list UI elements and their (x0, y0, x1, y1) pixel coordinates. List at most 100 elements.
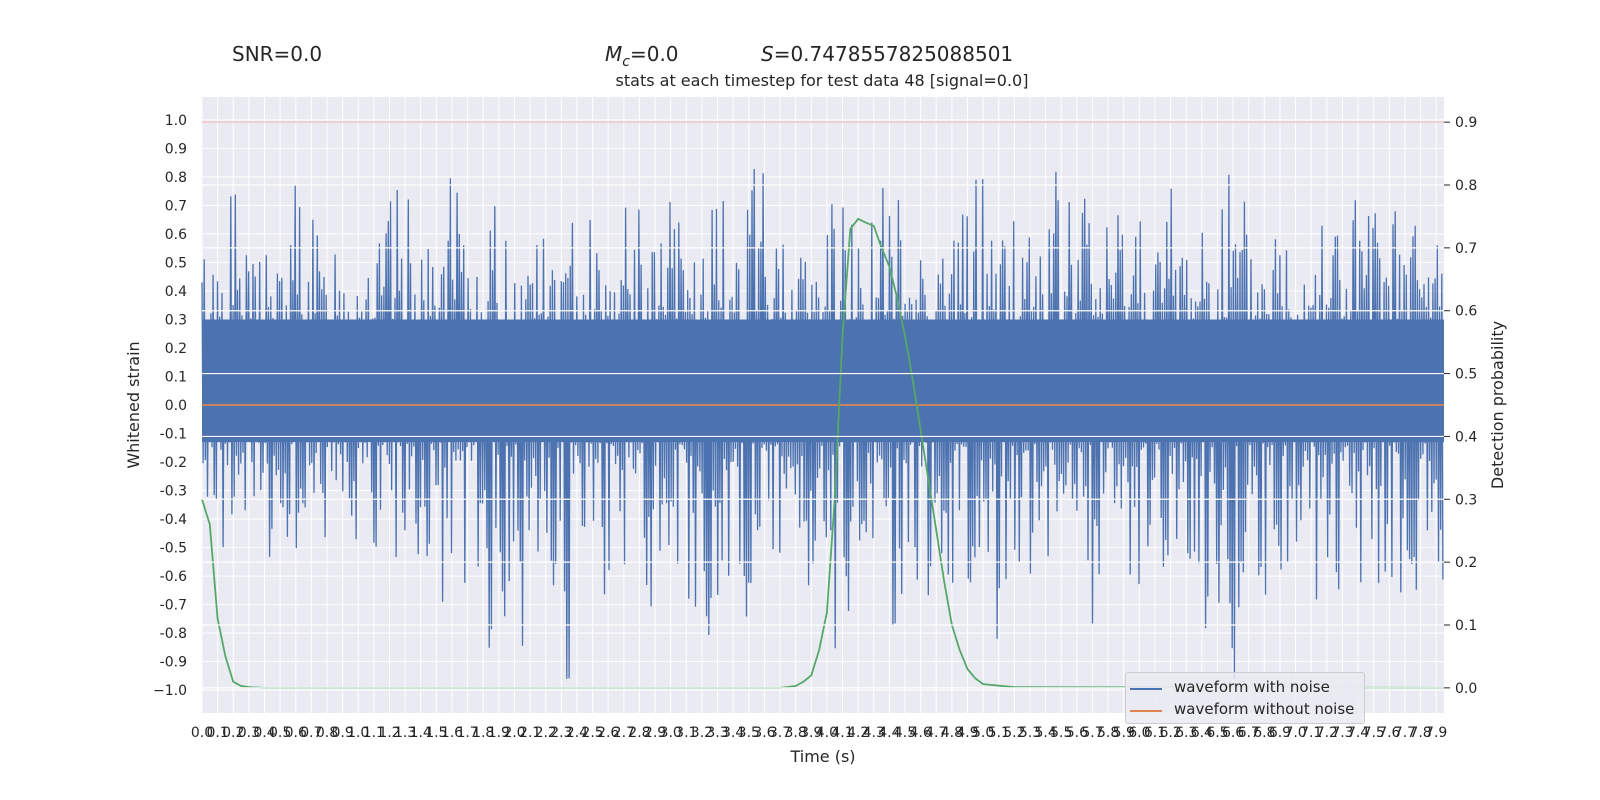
x-tick-label: 2.9 (644, 725, 666, 741)
x-axis-label: Time (s) (789, 747, 855, 766)
x-tick-label: 5.0 (972, 725, 994, 741)
x-tick-label: 7.4 (1347, 725, 1369, 741)
x-tick-label: 0.6 (285, 725, 307, 741)
y-left-tick-label: −1.0 (153, 683, 187, 699)
y-left-tick-label: -0.7 (160, 598, 187, 614)
x-tick-label: 4.0 (816, 725, 838, 741)
chirp-mass-value: =0.0 (629, 42, 679, 66)
x-tick-label: 3.4 (722, 725, 744, 741)
x-tick-label: 1.7 (456, 725, 478, 741)
waveform-with-noise-series (201, 168, 1444, 680)
x-tick-label: 6.4 (1191, 725, 1213, 741)
x-tick-label: 2.5 (581, 725, 603, 741)
y-axis-label-left: Whitened strain (124, 341, 143, 468)
y-left-tick-label: 0.1 (165, 369, 187, 385)
y-left-tick-label: 0.5 (165, 255, 187, 271)
x-tick-label: 5.2 (1003, 725, 1025, 741)
chirp-mass-symbol: M (605, 42, 623, 66)
x-tick-label: 2.3 (550, 725, 572, 741)
x-tick-label: 2.0 (503, 725, 525, 741)
y-left-tick-label: 0.9 (165, 141, 187, 157)
x-tick-label: 6.0 (1128, 725, 1150, 741)
x-tick-label: 3.7 (769, 725, 791, 741)
right-axis-grid (202, 121, 1444, 689)
y-left-tick-label: 0.0 (165, 398, 187, 414)
x-tick-label: 3.0 (660, 725, 682, 741)
x-tick-label: 6.7 (1238, 725, 1260, 741)
x-tick-label: 0.8 (316, 725, 338, 741)
y-right-tick-label: 0.3 (1455, 492, 1477, 508)
x-tick-label: 2.6 (597, 725, 619, 741)
x-tick-label: 5.9 (1113, 725, 1135, 741)
x-tick-label: 7.7 (1394, 725, 1416, 741)
x-tick-label: 0.3 (238, 725, 260, 741)
x-tick-label: 6.5 (1206, 725, 1228, 741)
x-tick-label: 4.2 (847, 725, 869, 741)
x-tick-label: 4.1 (831, 725, 853, 741)
legend: waveform with noise waveform without noi… (1125, 672, 1365, 724)
snr-label: SNR=0.0 (232, 42, 323, 66)
x-tick-label: 5.8 (1097, 725, 1119, 741)
x-tick-label: 7.0 (1284, 725, 1306, 741)
x-tick-label: 6.1 (1144, 725, 1166, 741)
score-symbol: S (761, 42, 774, 66)
x-tick-label: 6.8 (1253, 725, 1275, 741)
y-left-tick-label: -0.1 (160, 427, 187, 443)
x-tick-label: 7.5 (1363, 725, 1385, 741)
x-tick-label: 3.2 (691, 725, 713, 741)
y-left-tick-label: 0.2 (165, 341, 187, 357)
y-right-tick-label: 0.0 (1455, 681, 1477, 697)
y-left-tick-label: 0.7 (165, 198, 187, 214)
x-tick-label: 0.2 (222, 725, 244, 741)
x-tick-label: 5.7 (1081, 725, 1103, 741)
x-tick-label: 4.5 (894, 725, 916, 741)
x-tick-label: 3.9 (800, 725, 822, 741)
y-axis-label-right: Detection probability (1488, 321, 1507, 489)
y-right-tick-label: 0.6 (1455, 304, 1477, 320)
x-tick-label: 0.5 (269, 725, 291, 741)
legend-label-without-noise: waveform without noise (1174, 700, 1355, 718)
x-tick-label: 1.4 (410, 725, 432, 741)
x-tick-label: 2.4 (566, 725, 588, 741)
y-right-tick-label: 0.7 (1455, 241, 1477, 257)
x-tick-label: 1.6 (441, 725, 463, 741)
y-left-tick-label: -0.8 (160, 626, 187, 642)
x-tick-label: 4.7 (925, 725, 947, 741)
legend-label-with-noise: waveform with noise (1174, 678, 1330, 696)
x-tick-label: 7.2 (1316, 725, 1338, 741)
x-tick-label: 1.8 (472, 725, 494, 741)
noise-band (202, 319, 1444, 443)
x-tick-label: 4.9 (956, 725, 978, 741)
x-tick-label: 3.8 (785, 725, 807, 741)
x-tick-label: 7.1 (1300, 725, 1322, 741)
y-left-tick-label: 1.0 (165, 113, 187, 129)
x-tick-label: 6.9 (1269, 725, 1291, 741)
y-left-tick-label: -0.9 (160, 655, 187, 671)
x-tick-label: 0.9 (331, 725, 353, 741)
x-tick-label: 3.6 (753, 725, 775, 741)
x-tick-label: 7.6 (1378, 725, 1400, 741)
y-left-tick-label: 0.8 (165, 170, 187, 186)
y-left-tick-label: 0.3 (165, 312, 187, 328)
axis-ticks: 0.00.10.20.30.40.50.60.70.80.91.01.11.21… (153, 113, 1477, 741)
x-tick-label: 7.3 (1331, 725, 1353, 741)
x-tick-label: 6.6 (1222, 725, 1244, 741)
score-value: =0.7478557825088501 (773, 42, 1014, 66)
x-tick-label: 1.9 (488, 725, 510, 741)
x-tick-label: 1.3 (394, 725, 416, 741)
x-tick-label: 7.8 (1409, 725, 1431, 741)
x-tick-label: 5.4 (1034, 725, 1056, 741)
x-tick-label: 7.9 (1425, 725, 1447, 741)
x-tick-label: 0.0 (191, 725, 213, 741)
y-left-tick-label: -0.5 (160, 541, 187, 557)
y-left-tick-label: -0.3 (160, 484, 187, 500)
x-tick-label: 4.4 (878, 725, 900, 741)
x-tick-label: 2.1 (519, 725, 541, 741)
x-tick-label: 2.7 (613, 725, 635, 741)
y-right-tick-label: 0.8 (1455, 178, 1477, 194)
x-tick-label: 4.8 (941, 725, 963, 741)
score-label: S=0.7478557825088501 (761, 42, 1013, 66)
y-left-tick-label: -0.6 (160, 569, 187, 585)
x-tick-label: 2.8 (628, 725, 650, 741)
